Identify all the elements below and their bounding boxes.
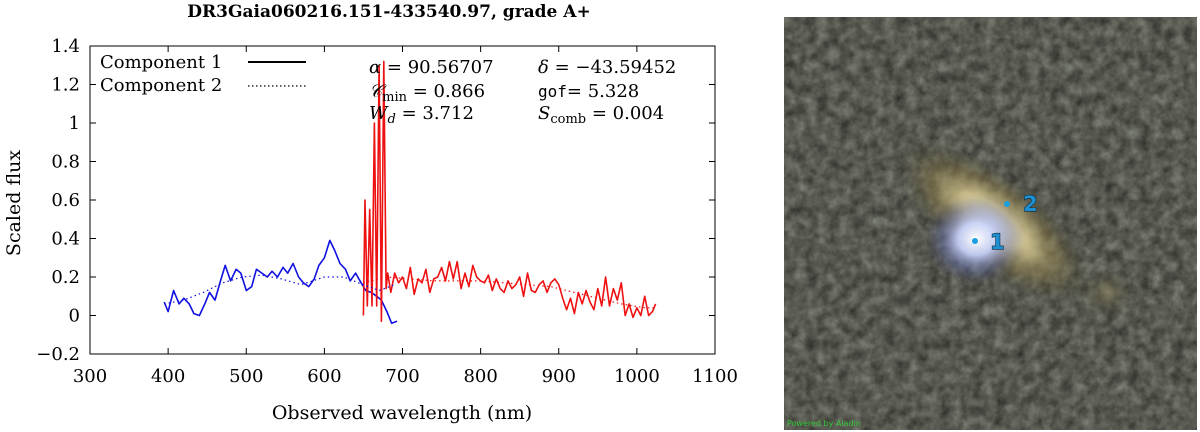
- x-tick-labels: 300 400 500 600 700 800 900 1000 1100: [73, 366, 738, 387]
- y-tick-label: 0.4: [51, 229, 80, 250]
- marker-dot-1: [972, 238, 978, 244]
- legend: Component 1 Component 2: [100, 52, 306, 96]
- y-tick-label: 1.2: [51, 75, 80, 96]
- x-tick-label: 600: [307, 366, 341, 387]
- sky-cutout-image: 1 2 Powered by Aladin: [784, 17, 1197, 430]
- fit-annotations: α = 90.56707 δ = −43.59452 𝒞min = 0.866 …: [369, 57, 676, 127]
- x-tick-label: 800: [463, 366, 497, 387]
- x-tick-label: 400: [151, 366, 185, 387]
- x-tick-label: 300: [73, 366, 107, 387]
- chart-title: DR3Gaia060216.151-433540.97, grade A+: [187, 2, 590, 22]
- marker-label-2: 2: [1023, 192, 1038, 216]
- y-tick-label: 0.2: [51, 267, 80, 288]
- annotation-cmin: 𝒞min = 0.866: [369, 81, 485, 105]
- spectrum-plot: DR3Gaia060216.151-433540.97, grade A+ 30…: [3, 2, 738, 424]
- faint-source: [1077, 268, 1137, 316]
- y-tick-labels: −0.2 0 0.2 0.4 0.6 0.8 1 1.2 1.4: [36, 36, 80, 365]
- y-axis-label: Scaled flux: [3, 150, 25, 256]
- annotation-wd: Wd = 3.712: [369, 103, 474, 127]
- marker-dot-2: [1004, 201, 1010, 207]
- marker-2: 2: [1004, 191, 1038, 217]
- x-axis-label: Observed wavelength (nm): [272, 402, 532, 424]
- x-tick-label: 700: [385, 366, 419, 387]
- series-line-3-dotted: [363, 276, 656, 309]
- series-line-1-solid: [362, 60, 657, 323]
- x-tick-label: 500: [229, 366, 263, 387]
- y-tick-label: −0.2: [36, 344, 80, 365]
- series-line-0-solid: [163, 239, 398, 325]
- series-layer: [163, 60, 657, 325]
- y-tick-label: 0: [69, 306, 80, 327]
- annotation-delta: δ = −43.59452: [538, 57, 676, 78]
- y-tick-label: 0.8: [51, 152, 80, 173]
- y-tick-label: 1.4: [51, 36, 80, 57]
- axis-ticks: [89, 45, 716, 355]
- series-line-2-dotted: [164, 274, 395, 305]
- annotation-scomb: Scomb = 0.004: [538, 103, 664, 127]
- annotation-alpha: α = 90.56707: [369, 57, 494, 78]
- x-tick-label: 1000: [614, 366, 660, 387]
- x-tick-label: 900: [542, 366, 576, 387]
- x-tick-label: 1100: [692, 366, 738, 387]
- legend-label-component-1: Component 1: [100, 52, 222, 73]
- y-tick-label: 1: [69, 113, 80, 134]
- annotation-gof: gof= 5.328: [538, 81, 639, 102]
- marker-label-1: 1: [990, 230, 1005, 254]
- y-tick-label: 0.6: [51, 190, 80, 211]
- aladin-credit: Powered by Aladin: [787, 419, 861, 428]
- marker-1: 1: [972, 229, 1005, 255]
- legend-label-component-2: Component 2: [100, 75, 222, 96]
